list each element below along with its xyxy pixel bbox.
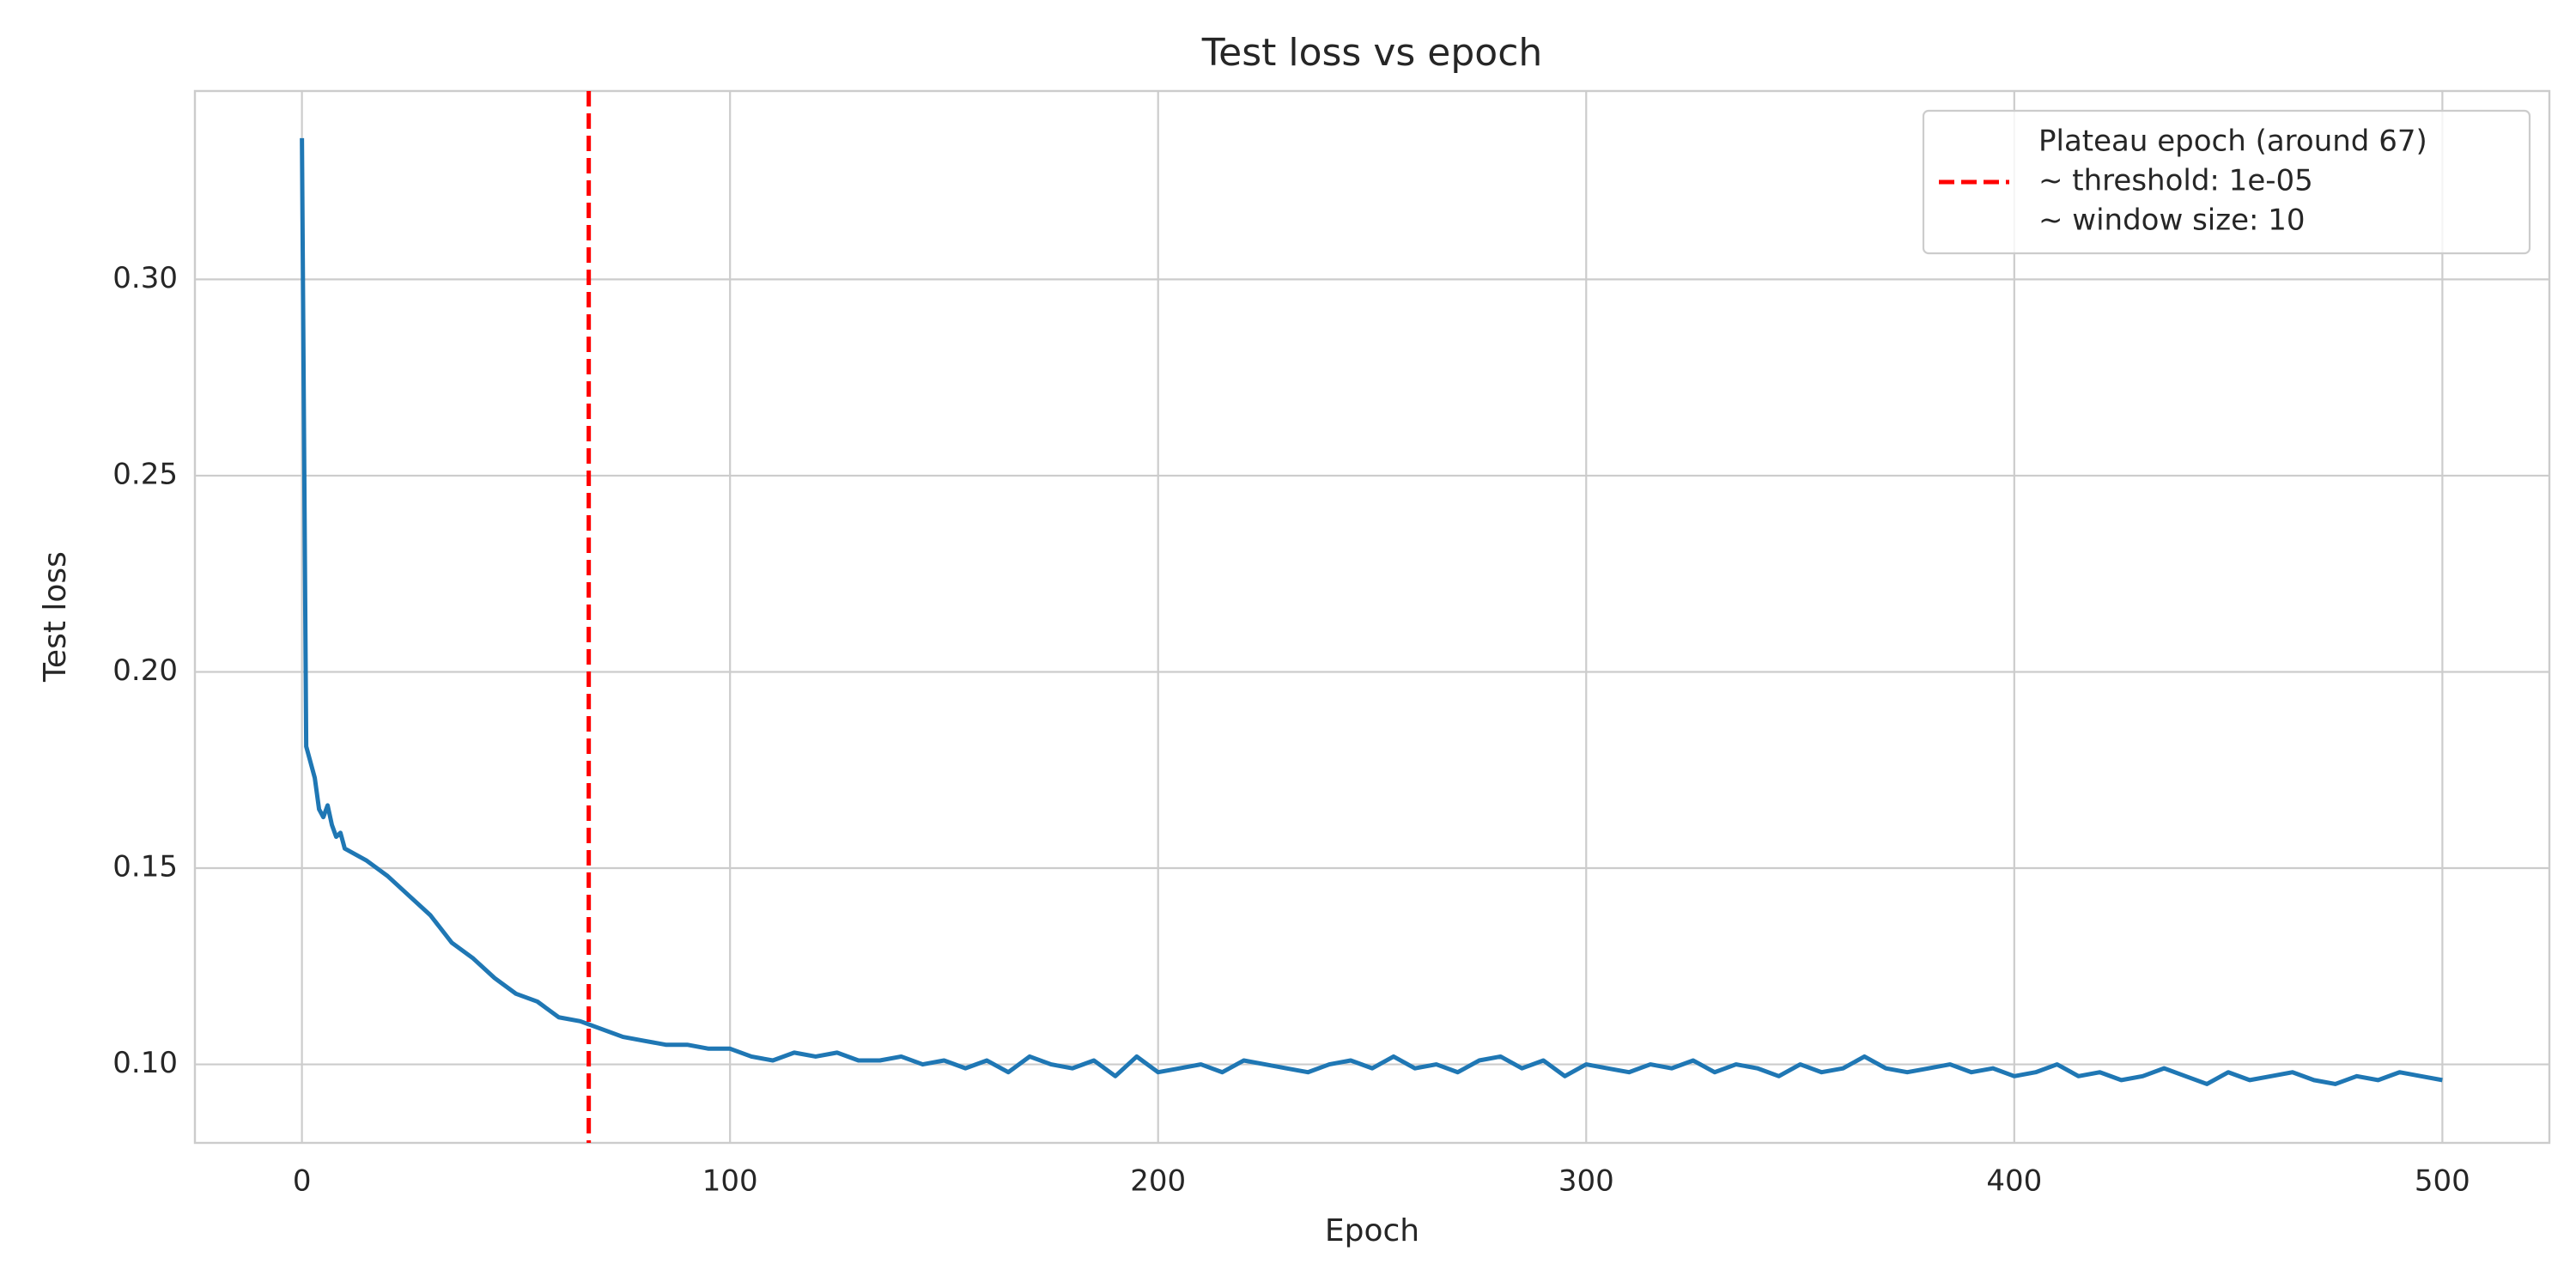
y-tick-label: 0.20 <box>112 653 178 688</box>
x-tick-label: 200 <box>1130 1164 1186 1199</box>
x-tick-label: 500 <box>2415 1164 2470 1199</box>
legend-box <box>1922 109 2531 255</box>
y-tick-label: 0.25 <box>112 457 178 491</box>
plot-frame <box>193 89 2551 1145</box>
legend-label: Plateau epoch (around 67) <box>2038 125 2427 159</box>
x-axis-label: Epoch <box>1325 1213 1419 1249</box>
y-tick-label: 0.10 <box>112 1046 178 1080</box>
chart-title: Test loss vs epoch <box>1201 31 1543 75</box>
loss-line <box>300 137 2443 1086</box>
y-tick-label: 0.15 <box>112 850 178 884</box>
y-axis-label: Test loss <box>38 551 73 683</box>
legend-label: ~ window size: 10 <box>2038 204 2306 238</box>
x-tick-label: 400 <box>1986 1164 2042 1199</box>
x-tick-label: 300 <box>1558 1164 1614 1199</box>
y-tick-label: 0.30 <box>112 261 178 295</box>
legend-label: ~ threshold: 1e-05 <box>2038 164 2313 198</box>
x-tick-label: 0 <box>293 1164 312 1199</box>
x-tick-label: 100 <box>702 1164 758 1199</box>
